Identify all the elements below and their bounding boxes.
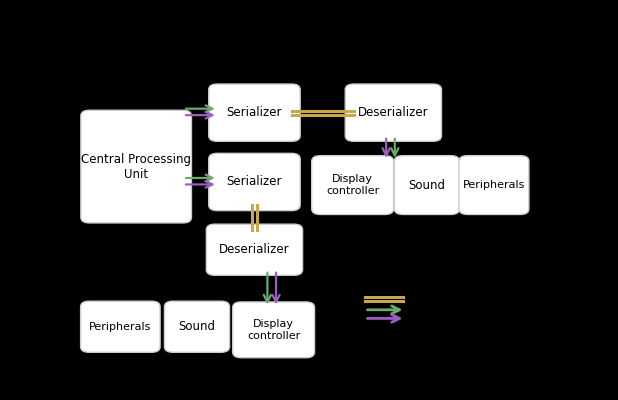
FancyBboxPatch shape [394,156,459,214]
FancyBboxPatch shape [206,224,303,275]
FancyBboxPatch shape [164,301,229,352]
Text: Central Processing
Unit: Central Processing Unit [81,152,191,180]
Text: Display
controller: Display controller [326,174,379,196]
Text: Deserializer: Deserializer [358,106,429,119]
FancyBboxPatch shape [345,84,441,141]
FancyBboxPatch shape [209,84,300,141]
FancyBboxPatch shape [209,153,300,211]
Text: Peripherals: Peripherals [463,180,525,190]
FancyBboxPatch shape [232,302,315,358]
FancyBboxPatch shape [311,156,394,214]
Text: Serializer: Serializer [227,176,282,188]
Text: Peripherals: Peripherals [89,322,151,332]
FancyBboxPatch shape [80,301,160,352]
Text: Serializer: Serializer [227,106,282,119]
Text: Sound: Sound [408,178,446,192]
Text: Display
controller: Display controller [247,319,300,341]
FancyBboxPatch shape [81,110,192,223]
Text: Deserializer: Deserializer [219,243,290,256]
FancyBboxPatch shape [459,156,529,214]
Text: Sound: Sound [179,320,216,333]
